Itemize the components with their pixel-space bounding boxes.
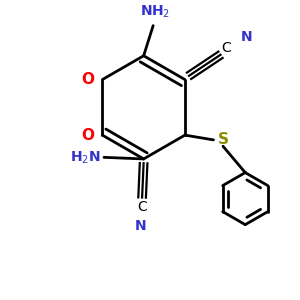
Text: N: N <box>241 30 253 44</box>
Text: H$_2$N: H$_2$N <box>70 149 100 166</box>
Text: O: O <box>82 128 94 142</box>
Text: NH$_2$: NH$_2$ <box>140 3 170 20</box>
Text: S: S <box>218 132 229 147</box>
Text: C: C <box>137 200 147 214</box>
Text: N: N <box>135 219 146 232</box>
Text: C: C <box>221 41 231 55</box>
Text: O: O <box>82 72 94 87</box>
